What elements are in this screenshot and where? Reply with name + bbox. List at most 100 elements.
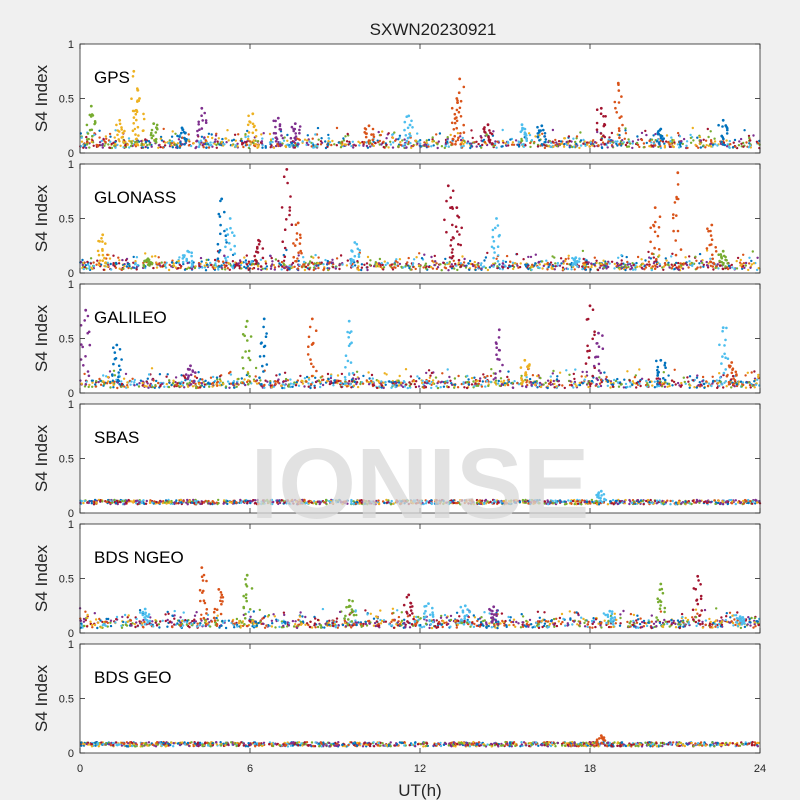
data-point: [126, 386, 129, 389]
peak-point: [123, 129, 126, 133]
peak-point: [592, 364, 596, 368]
peak-max-point: [653, 206, 657, 210]
data-point: [651, 144, 654, 148]
data-point: [462, 381, 465, 384]
data-point: [730, 386, 733, 389]
data-point: [264, 262, 268, 265]
data-point: [688, 386, 691, 389]
peak-point: [724, 258, 727, 262]
peak-max-point: [721, 249, 725, 253]
peak-point: [620, 95, 623, 98]
peak-point: [675, 214, 678, 217]
data-point: [382, 268, 385, 271]
data-point: [453, 377, 457, 380]
peak-point: [543, 132, 547, 135]
data-point: [541, 267, 544, 270]
data-point: [214, 262, 217, 265]
peak-point: [101, 253, 105, 257]
data-point: [567, 135, 571, 138]
data-point: [398, 136, 401, 139]
data-point: [133, 266, 136, 269]
data-point: [745, 381, 748, 384]
data-point: [481, 380, 484, 383]
data-point: [233, 133, 237, 136]
data-point: [575, 135, 579, 138]
data-point: [717, 499, 721, 502]
data-point: [471, 136, 474, 140]
peak-point: [347, 336, 351, 339]
data-point: [365, 379, 368, 382]
data-point: [570, 268, 573, 271]
peak-max-point: [659, 127, 663, 131]
data-point: [629, 385, 632, 388]
data-point: [382, 145, 385, 149]
data-point: [332, 384, 335, 387]
peak-point: [495, 353, 498, 357]
peak-point: [617, 89, 621, 92]
peak-point: [705, 247, 709, 250]
data-point: [413, 383, 416, 386]
data-point: [457, 261, 460, 265]
peak-point: [231, 231, 234, 234]
data-point: [473, 384, 476, 388]
data-point: [600, 146, 604, 150]
peak-point: [657, 226, 661, 229]
data-point: [145, 499, 148, 503]
peak-point: [591, 308, 595, 312]
data-point: [568, 383, 572, 387]
data-point: [657, 145, 660, 149]
peak-max-point: [101, 233, 105, 237]
peak-point: [253, 124, 256, 128]
data-point: [750, 263, 754, 266]
data-point: [461, 255, 464, 258]
data-point: [600, 380, 603, 384]
data-point: [84, 264, 88, 267]
peak-max-point: [455, 97, 459, 100]
data-point: [743, 129, 746, 132]
data-point: [505, 254, 509, 258]
peak-point: [450, 121, 454, 125]
peak-max-point: [455, 206, 459, 210]
data-point: [254, 375, 257, 378]
peak-point: [84, 383, 88, 386]
data-point: [246, 380, 249, 384]
data-point: [511, 141, 515, 144]
data-point: [240, 377, 243, 380]
peak-point: [367, 139, 371, 142]
peak-point: [351, 265, 354, 268]
data-point: [756, 256, 759, 259]
data-point: [365, 141, 368, 144]
data-point: [90, 140, 94, 144]
data-point: [653, 380, 656, 383]
data-point: [307, 382, 310, 385]
data-point: [673, 263, 677, 267]
data-point: [261, 267, 264, 270]
peak-point: [405, 139, 409, 143]
peak-point: [492, 265, 495, 268]
data-point: [450, 383, 454, 386]
peak-point: [357, 255, 361, 258]
data-point: [382, 140, 385, 143]
peak-point: [494, 372, 497, 375]
peak-point: [732, 383, 735, 386]
data-point: [668, 266, 671, 269]
data-point: [568, 373, 571, 376]
peak-point: [595, 121, 599, 125]
data-point: [226, 502, 229, 506]
peak-point: [183, 143, 186, 146]
data-point: [582, 142, 585, 145]
data-point: [617, 264, 620, 267]
peak-point: [603, 143, 606, 146]
data-point: [688, 375, 692, 378]
data-point: [751, 384, 754, 387]
y-tick-label: 0.5: [59, 334, 74, 346]
data-point: [741, 381, 745, 384]
data-point: [317, 379, 321, 382]
peak-point: [197, 120, 200, 124]
peak-max-point: [347, 319, 351, 323]
data-point: [736, 256, 740, 260]
data-point: [546, 268, 549, 271]
data-point: [387, 146, 390, 149]
data-point: [560, 262, 563, 265]
data-point: [600, 262, 603, 266]
